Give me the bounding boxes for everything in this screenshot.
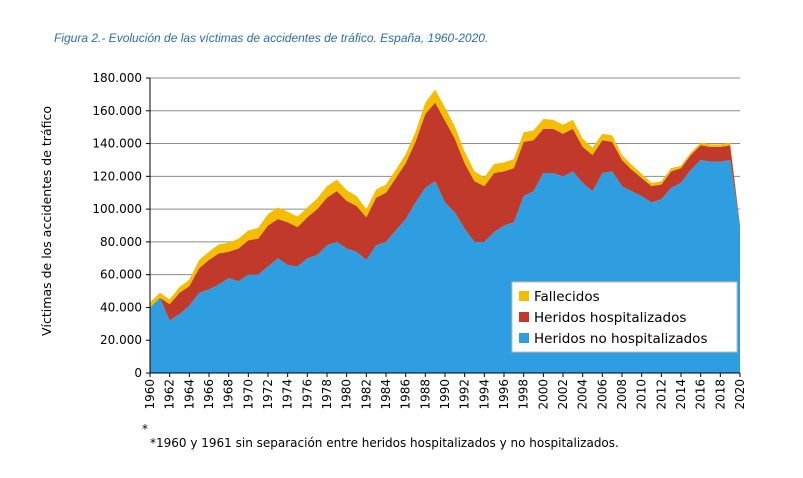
x-tick-label: 1980 <box>340 379 354 410</box>
y-tick-label: 0 <box>134 366 142 380</box>
legend-label: Heridos hospitalizados <box>534 310 686 326</box>
x-tick-label: 2008 <box>615 379 629 410</box>
legend-label: Heridos no hospitalizados <box>534 331 707 347</box>
x-tick-label: 2006 <box>595 379 609 410</box>
legend-swatch <box>519 333 529 343</box>
x-tick-label: 1974 <box>281 379 295 410</box>
legend-label: Fallecidos <box>534 289 600 305</box>
x-tick-label: 1982 <box>359 379 373 410</box>
y-tick-labels: 0 20.000 40.000 60.000 80.000 100.000 120.000 1… <box>92 71 150 380</box>
x-tick-label: 1976 <box>300 379 314 410</box>
x-tick-label: 1996 <box>497 379 511 410</box>
legend-swatch <box>519 312 529 322</box>
y-tick-label: 40.000 <box>100 300 142 314</box>
x-tick-label: 1990 <box>438 379 452 410</box>
x-tick-label: 1968 <box>222 379 236 410</box>
x-tick-label: 1992 <box>458 379 472 410</box>
y-axis-label: Víctimas de los accidentes de tráfico <box>39 106 54 336</box>
x-tick-label: 2014 <box>674 379 688 410</box>
legend-swatch <box>519 291 529 301</box>
y-tick-label: 60.000 <box>100 268 142 282</box>
x-axis-marker: * <box>142 422 148 436</box>
x-tick-label: 2018 <box>713 379 727 410</box>
x-tick-label: 1984 <box>379 379 393 410</box>
y-tick-label: 120.000 <box>92 169 142 183</box>
chart-title: Figura 2.- Evolución de las víctimas de … <box>54 31 489 45</box>
y-tick-label: 160.000 <box>92 104 142 118</box>
x-tick-label: 2020 <box>733 379 747 410</box>
x-tick-labels: 1960 1962 1964 1966 1968 1970 1972 1974 1976 1978… <box>143 373 747 410</box>
x-tick-label: 1978 <box>320 379 334 410</box>
x-tick-label: 1960 <box>143 379 157 410</box>
x-tick-label: 1964 <box>182 379 196 410</box>
x-tick-label: 1970 <box>241 379 255 410</box>
legend: Fallecidos Heridos hospitalizados Heridos … <box>511 281 738 353</box>
footnote: *1960 y 1961 sin separación entre herido… <box>150 436 619 450</box>
y-tick-label: 100.000 <box>92 202 142 216</box>
x-tick-label: 2010 <box>635 379 649 410</box>
x-tick-label: 2016 <box>694 379 708 410</box>
y-tick-label: 180.000 <box>92 71 142 85</box>
y-tick-label: 80.000 <box>100 235 142 249</box>
x-tick-label: 1966 <box>202 379 216 410</box>
y-tick-label: 140.000 <box>92 137 142 151</box>
x-tick-label: 2002 <box>556 379 570 410</box>
x-tick-label: 1962 <box>163 379 177 410</box>
x-tick-label: 2000 <box>536 379 550 410</box>
area-heridos-hospitalizados <box>150 102 740 321</box>
x-tick-label: 2004 <box>576 379 590 410</box>
x-tick-label: 1988 <box>418 379 432 410</box>
x-tick-label: 1994 <box>477 379 491 410</box>
x-tick-label: 1998 <box>517 379 531 410</box>
legend-box <box>511 281 738 353</box>
y-tick-label: 20.000 <box>100 333 142 347</box>
x-tick-label: 1972 <box>261 379 275 410</box>
x-tick-label: 2012 <box>654 379 668 410</box>
x-tick-label: 1986 <box>399 379 413 410</box>
